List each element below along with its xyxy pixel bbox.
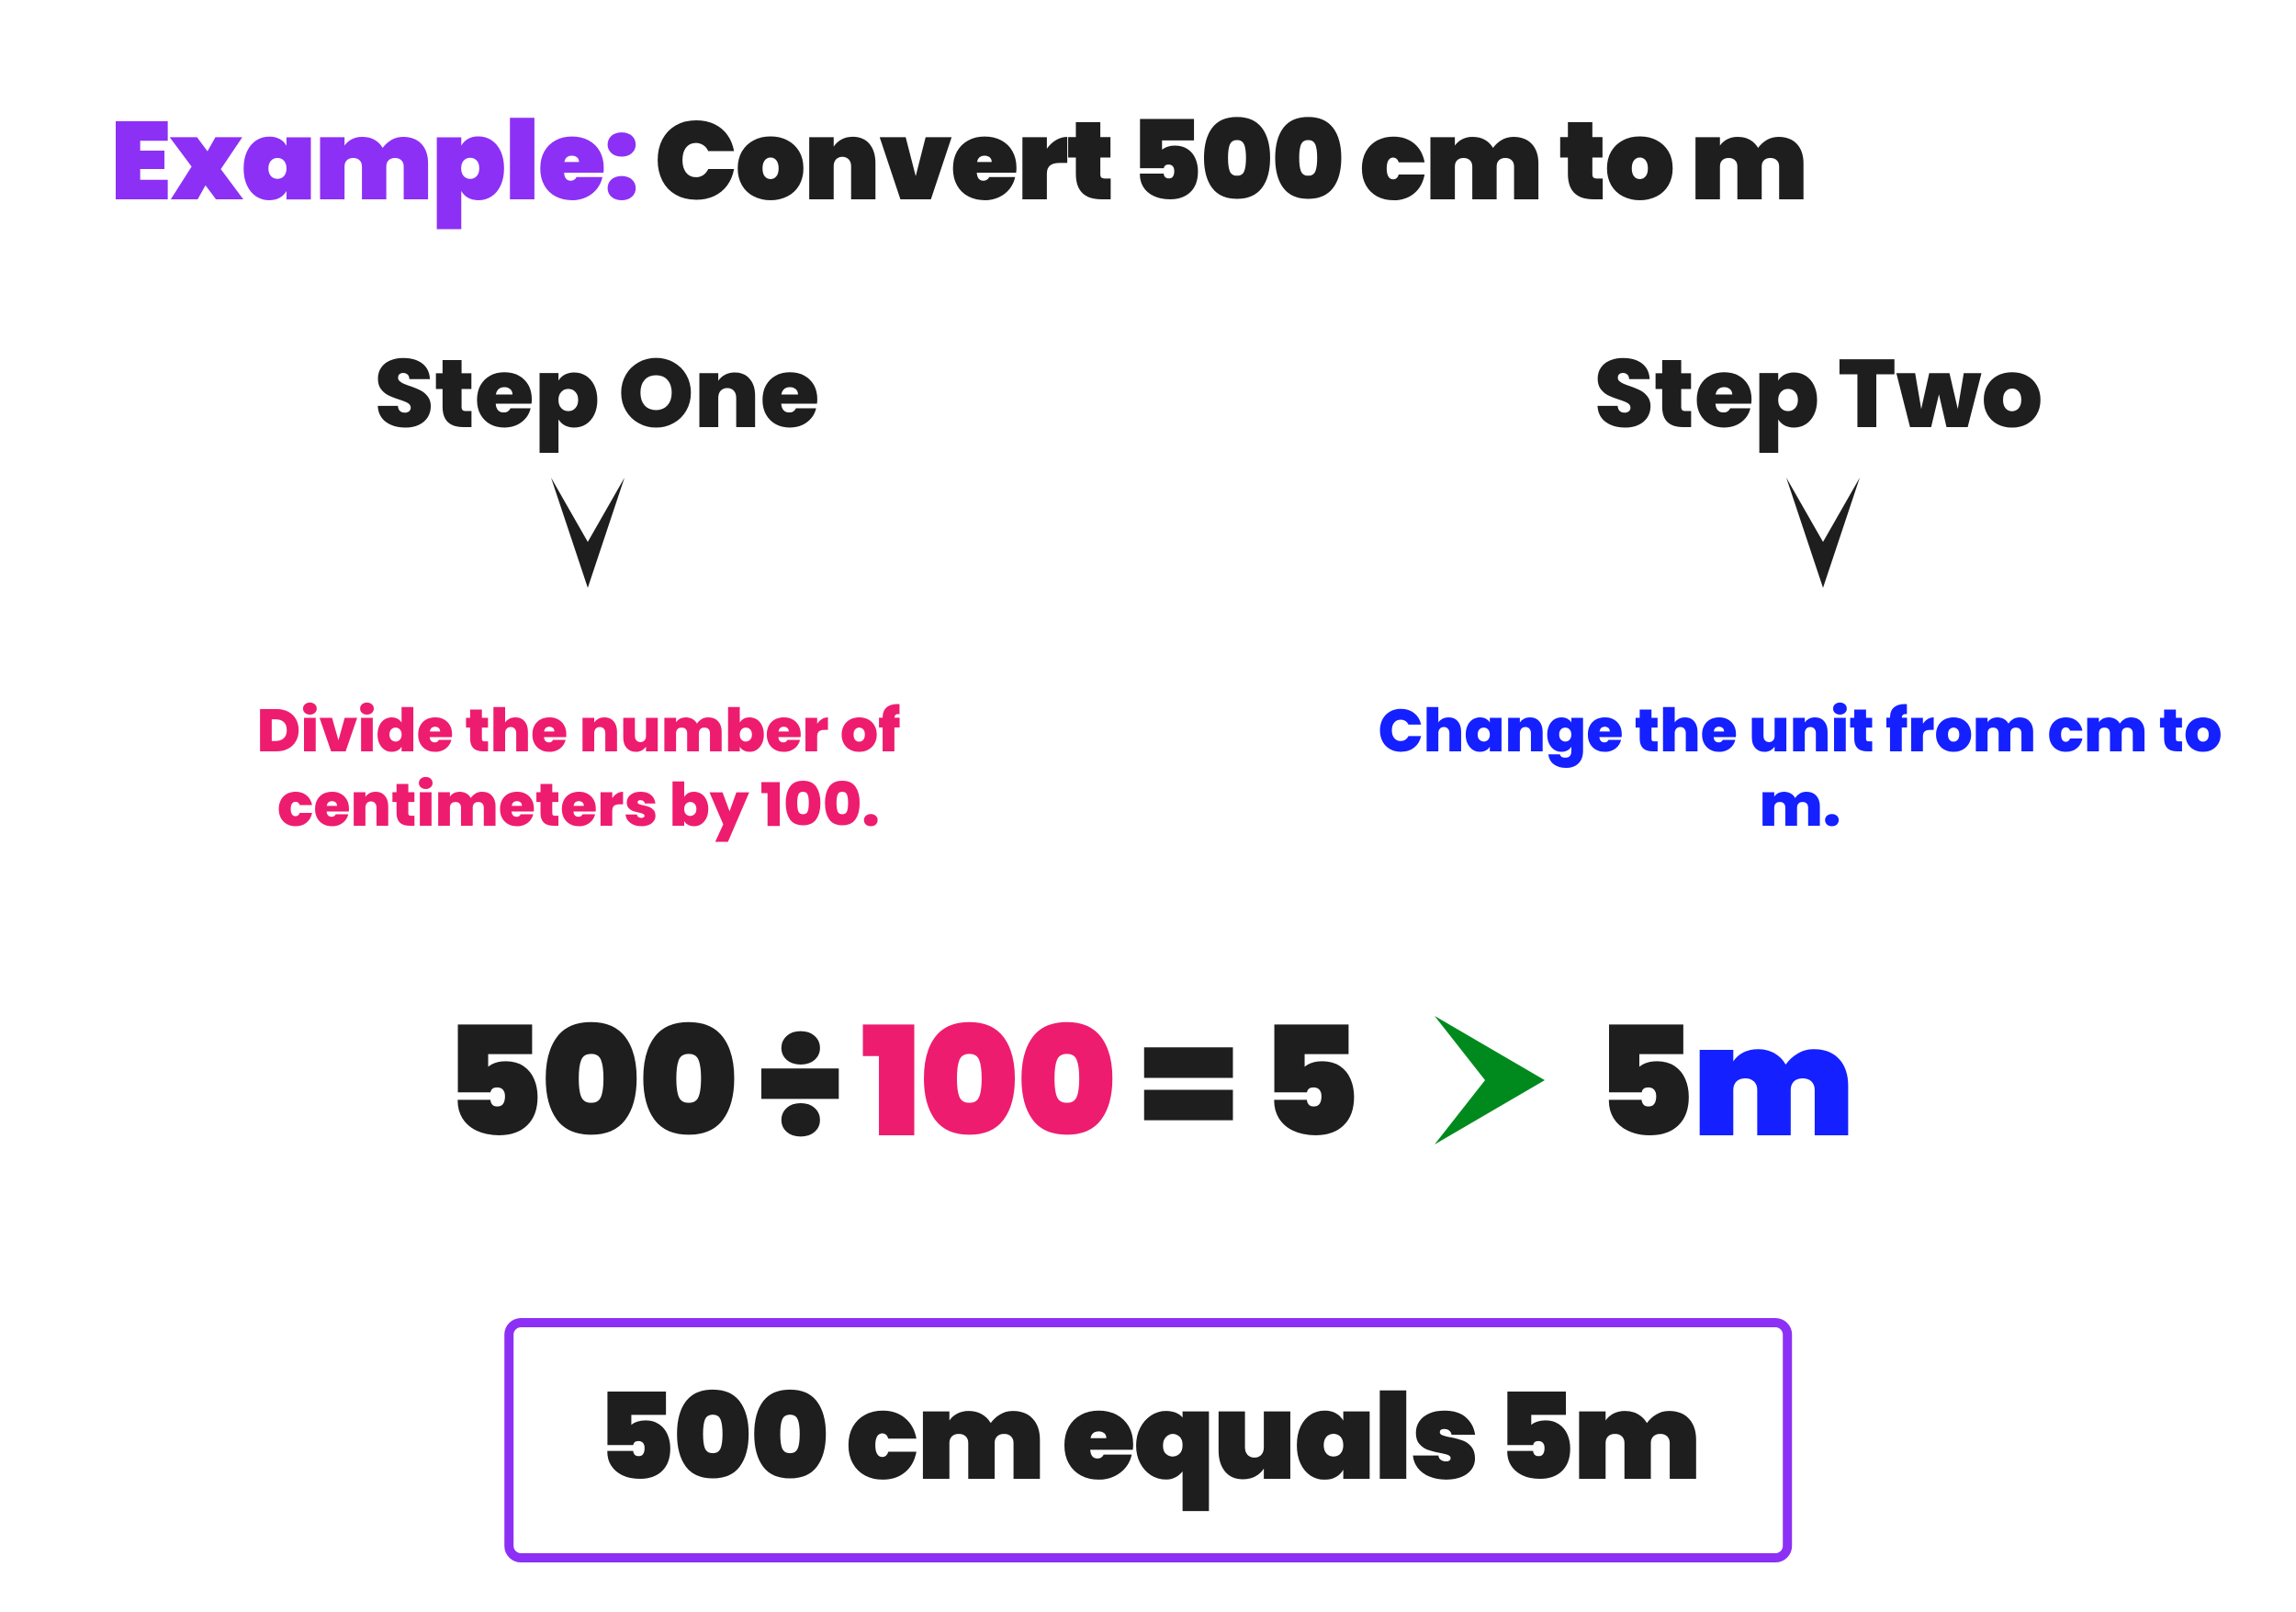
example-label: Example: xyxy=(110,84,637,238)
step-one-arrow-down-icon xyxy=(542,478,634,588)
page: Example: Convert 500 cm to m Step One St… xyxy=(0,0,2296,1612)
result-value: 5 xyxy=(1595,969,1693,1197)
step-two-header: Step Two xyxy=(1405,321,2232,467)
step-one-header: Step One xyxy=(184,321,1010,467)
step-one-description: Divide the number of centimeters by 100. xyxy=(119,693,1038,843)
equation-divisor: 100 xyxy=(861,969,1114,1197)
equation-left-operand: 500 xyxy=(444,969,736,1197)
equation-quotient: 5 xyxy=(1260,969,1357,1197)
equation-row: 500 ÷ 100 = 5 5m xyxy=(0,969,2296,1197)
answer-box: 500 cm equals 5m xyxy=(504,1318,1792,1562)
step-two-description: Change the unit from cm to m. xyxy=(1341,693,2259,843)
step-two-arrow-down-icon xyxy=(1777,478,1869,588)
title-line: Example: Convert 500 cm to m xyxy=(110,78,1806,243)
result-unit: m xyxy=(1692,969,1852,1197)
equation-equals: = xyxy=(1141,969,1232,1197)
example-problem: Convert 500 cm to m xyxy=(654,84,1806,238)
chevron-right-icon xyxy=(1435,1016,1545,1151)
equation-operator: ÷ xyxy=(759,969,839,1197)
